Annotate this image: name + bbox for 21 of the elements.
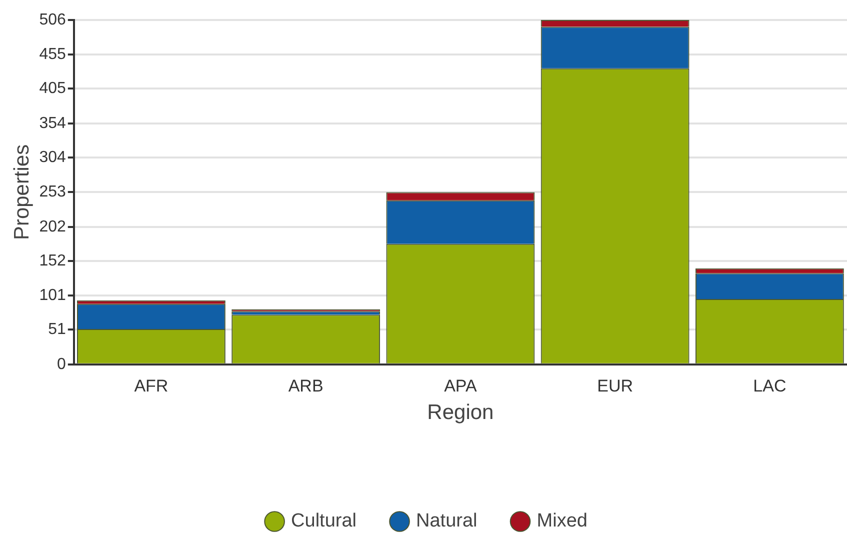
y-tick-label: 253 [39, 184, 66, 201]
y-axis-title: Properties [10, 144, 34, 240]
x-axis-title: Region [427, 401, 494, 424]
legend-label: Mixed [536, 510, 588, 532]
y-tick-label: 405 [39, 80, 66, 98]
x-tick-label: EUR [597, 376, 634, 396]
y-tick-label: 354 [39, 114, 66, 132]
y-tick-label: 51 [48, 321, 66, 338]
legend-label: Natural [416, 510, 478, 532]
x-tick-label: LAC [753, 376, 786, 396]
x-tick-label: APA [444, 376, 478, 396]
y-tick-label: 304 [39, 148, 66, 166]
y-tick-label: 0 [56, 356, 66, 373]
x-tick-label: AFR [134, 376, 168, 396]
y-tick-label: 152 [39, 252, 66, 270]
y-tick-label: 101 [39, 287, 66, 304]
y-tick-label: 506 [39, 11, 66, 28]
legend-label: Cultural [291, 510, 357, 532]
y-tick-label: 455 [39, 46, 66, 64]
x-tick-label: ARB [288, 376, 324, 396]
y-tick-label: 202 [39, 218, 66, 236]
